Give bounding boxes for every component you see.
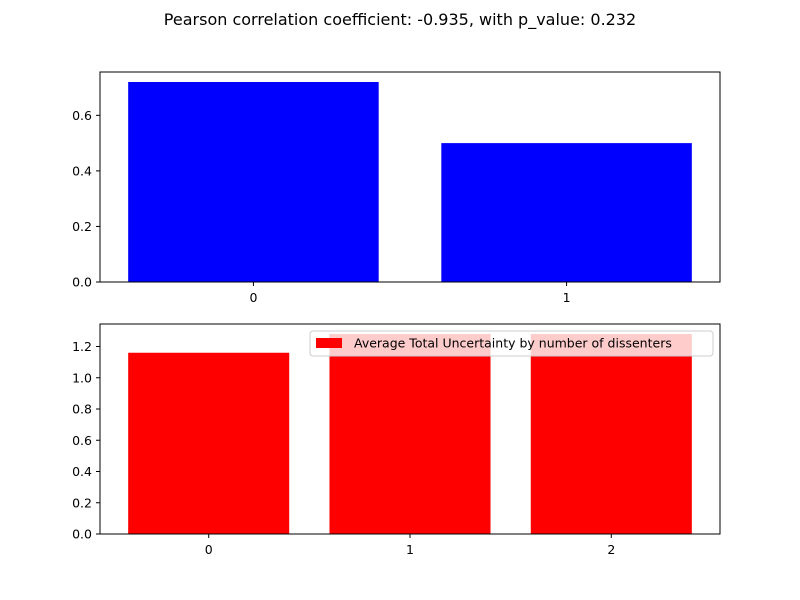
x-tick-label: 0: [249, 290, 257, 305]
y-tick-label: 1.0: [72, 370, 92, 385]
bar-1: [441, 143, 692, 282]
y-tick-label: 0.8: [72, 402, 92, 417]
bottom-chart-legend: Average Total Uncertainty by number of d…: [309, 330, 714, 357]
x-tick-label: 2: [607, 542, 615, 557]
legend-label: Average Total Uncertainty by number of d…: [354, 336, 672, 351]
figure-title: Pearson correlation coefficient: -0.935,…: [164, 10, 636, 30]
bar-1: [329, 334, 491, 534]
y-tick-label: 0.2: [72, 495, 92, 510]
y-tick-label: 0.0: [72, 527, 92, 542]
y-tick-label: 0.2: [72, 219, 92, 234]
y-tick-label: 0.4: [72, 163, 92, 178]
bar-2: [530, 334, 692, 534]
top-chart-bars: [128, 82, 692, 282]
y-tick-label: 1.2: [72, 339, 92, 354]
y-tick-label: 0.0: [72, 275, 92, 290]
bottom-bar-chart: 0.0 0.2 0.4 0.6 0.8 1.0 1.2 0 1 2 Average Total …: [72, 323, 721, 557]
bottom-chart-x-axis-ticks: 0 1 2: [205, 534, 615, 557]
bar-0: [128, 82, 379, 282]
top-chart-y-axis-ticks: 0.0 0.2 0.4 0.6: [72, 108, 100, 290]
legend-swatch: [316, 338, 342, 348]
x-tick-label: 0: [205, 542, 213, 557]
x-tick-label: 1: [406, 542, 414, 557]
top-chart-frame: [99, 71, 721, 283]
bottom-chart-frame: [99, 323, 721, 535]
y-tick-label: 0.6: [72, 108, 92, 123]
bottom-chart-y-axis-ticks: 0.0 0.2 0.4 0.6 0.8 1.0 1.2: [72, 339, 100, 542]
bottom-chart-bars: [128, 334, 692, 534]
y-tick-label: 0.6: [72, 433, 92, 448]
x-tick-label: 1: [563, 290, 571, 305]
bar-0: [128, 352, 290, 534]
legend-box: [309, 330, 714, 357]
y-tick-label: 0.4: [72, 464, 92, 479]
